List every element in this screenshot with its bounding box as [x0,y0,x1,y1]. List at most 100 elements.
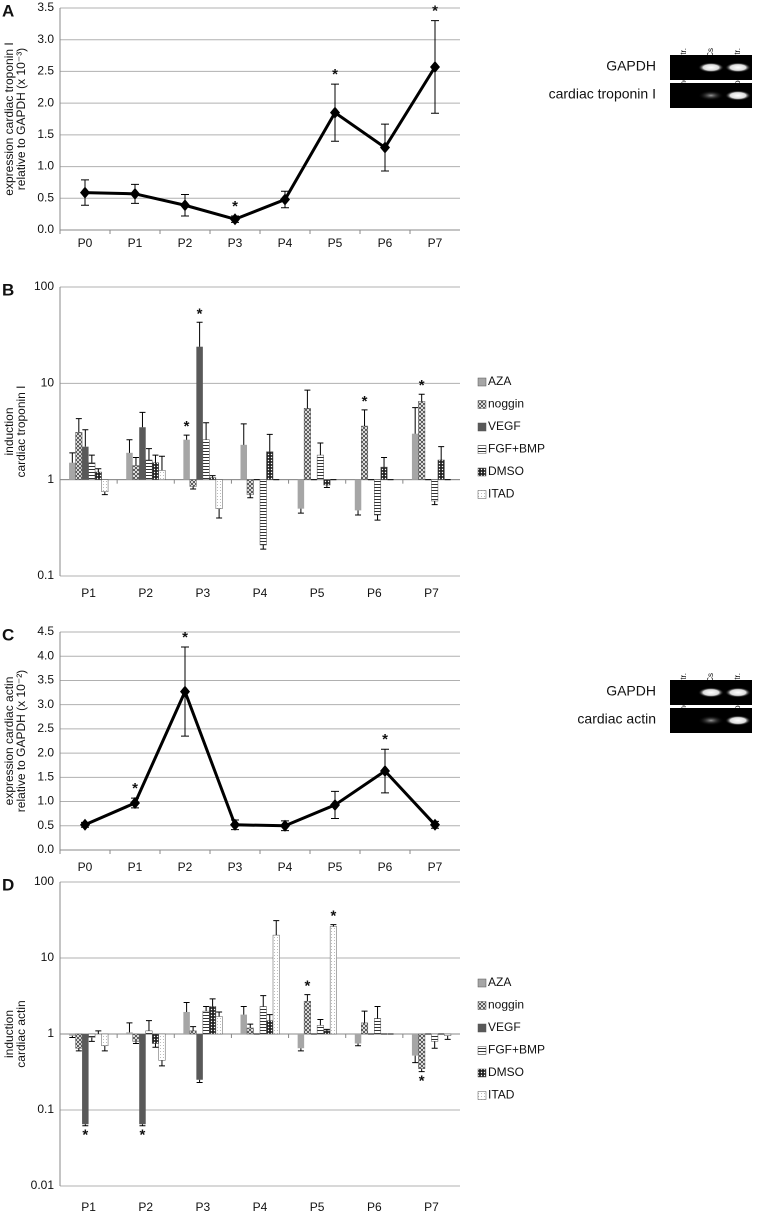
error-bar [88,454,95,463]
bar [266,1020,274,1035]
y-axis-label: relative to GAPDH (x 10⁻³) [14,48,28,190]
significance-mark: * [140,1127,146,1144]
error-bar [247,494,254,499]
data-point [280,193,290,206]
error-bar [132,456,139,466]
error-bar [139,1124,146,1127]
error-bar [297,1048,304,1052]
bar [75,432,83,480]
x-tick-label: P2 [138,586,153,600]
gel-band [725,687,751,698]
bar [151,462,159,480]
bar [132,465,140,480]
y-axis-label: induction [2,1010,16,1058]
legend-swatch [477,1091,487,1100]
x-tick-label: P6 [367,1200,382,1214]
x-tick-label: P2 [138,1200,153,1214]
y-tick-label: 3.0 [37,32,54,46]
y-tick-label: 2.5 [37,64,54,78]
error-bar [190,486,197,490]
y-tick-label: 0.0 [37,222,54,236]
legend-label: ITAD [488,1088,515,1102]
bar [303,408,311,480]
bar [101,479,109,492]
bar [374,479,382,516]
y-tick-label: 100 [34,874,54,888]
x-tick-label: P5 [328,860,343,874]
error-bar [209,998,216,1007]
data-point [280,819,290,832]
bar [139,1034,146,1125]
y-tick-label: 0.1 [37,1102,54,1116]
bar [183,1011,190,1034]
legend-swatch [477,467,487,477]
y-tick-label: 0.01 [31,1178,55,1192]
bar [183,439,190,480]
significance-mark: * [432,3,438,20]
error-bar [69,452,76,463]
bar [323,1030,331,1035]
bar [246,479,254,495]
bar [202,1010,210,1035]
error-bar [297,508,304,514]
bar [361,1022,369,1035]
x-tick-label: P3 [228,236,243,250]
bar [196,346,203,480]
error-bar [82,429,89,447]
bar [272,934,280,1035]
y-tick-label: 1.0 [37,794,54,808]
bar [94,471,102,480]
bar [202,439,210,480]
legend-label: AZA [488,374,511,388]
y-axis-label: expression cardiac troponin I [2,42,16,195]
error-bar [355,510,362,516]
legend-swatch [477,400,487,409]
bar [374,1018,382,1035]
legend-swatch [477,1001,487,1010]
x-tick-label: P7 [424,586,439,600]
bar [361,425,369,480]
bar [151,1033,159,1044]
data-line [84,687,437,828]
error-bar [418,1068,425,1073]
error-bar [88,1037,95,1042]
error-bar [361,409,368,427]
data-point [230,213,240,226]
y-tick-label: 4.0 [37,648,54,662]
data-point [130,797,140,810]
bar [240,444,247,480]
data-point [330,106,340,119]
error-bar [431,501,438,506]
gel-band [698,687,724,698]
gel-row-label: cardiac actin [577,711,656,727]
error-bar [247,1023,254,1028]
data-point [380,141,390,154]
x-tick-label: P6 [378,860,393,874]
error-bar [203,422,210,440]
x-tick-label: P6 [378,236,393,250]
error-bar [374,1006,381,1019]
error-bar [95,468,102,473]
legend-swatch [477,490,487,499]
y-tick-label: 4.5 [37,624,54,638]
error-bar [412,407,419,434]
bar [437,459,445,480]
x-tick-label: P3 [196,1200,211,1214]
error-bar [216,508,223,519]
error-bar [152,454,159,463]
error-bar [304,994,311,1002]
x-tick-label: P4 [278,860,293,874]
error-bar [75,1048,82,1052]
data-line [84,66,437,221]
bar [266,451,274,480]
error-bar [266,1014,273,1021]
significance-mark: * [184,418,190,435]
error-bar [323,485,330,488]
error-bar [381,456,388,468]
x-tick-label: P7 [424,1200,439,1214]
error-bar [75,418,82,433]
bar [209,477,217,480]
error-bar [317,442,324,456]
x-tick-label: P1 [128,860,143,874]
bar [240,1014,247,1034]
